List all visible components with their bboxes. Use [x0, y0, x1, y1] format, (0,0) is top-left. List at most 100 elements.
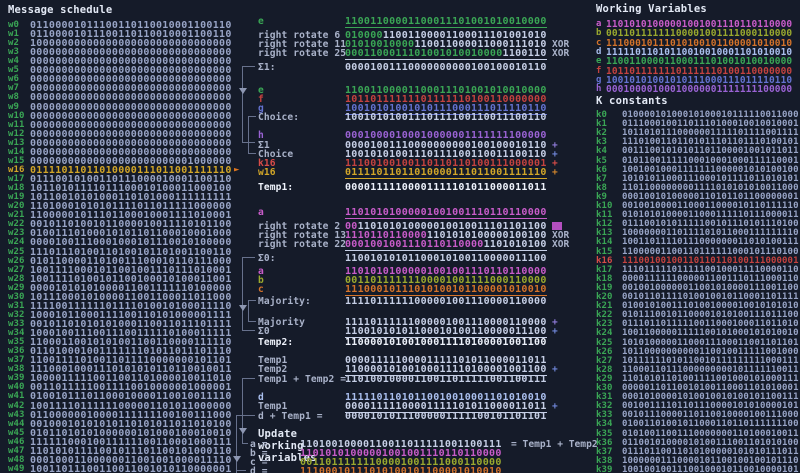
- computation-row-label: right rotate 2: [258, 221, 341, 232]
- schedule-row-value: 00000000000000000000000000000000: [30, 110, 232, 122]
- schedule-row-value: 00000000000000000000000000000000: [30, 128, 232, 140]
- schedule-row-label: w3: [8, 47, 20, 58]
- computation-row-value: 11001010101100010100110000011100: [345, 326, 547, 338]
- choice-bracket-line: [248, 116, 249, 153]
- computation-row-label: b: [258, 275, 264, 286]
- working-variables-title: Working Variables: [596, 3, 707, 15]
- schedule-row-label: w8: [8, 92, 20, 103]
- schedule-row-label: w14: [8, 146, 25, 157]
- k-constant-value: 10011000001111100101000101010010: [622, 328, 799, 339]
- k-constant-value: 00010010100000110101101100000001: [622, 191, 799, 202]
- computation-row-value: 11000010100100011110100001001100: [345, 364, 547, 376]
- working-variable-value: 11100010111010100101100001010010: [606, 37, 793, 49]
- schedule-row-value: 10000111110011001101000010011010: [30, 373, 232, 385]
- computation-row-label: c =: [250, 457, 268, 468]
- schedule-row-value: 01001110100010101101100010001000: [30, 228, 232, 240]
- temp1temp2-tick-bottom: [242, 443, 248, 444]
- k-constant-value: 00100100000011001010000111001100: [622, 282, 799, 293]
- sigma1-bracket-tick-top: [242, 66, 255, 67]
- schedule-row-value: 11110011111101111010010100011110: [30, 300, 232, 312]
- sigma1-bracket-line: [242, 66, 243, 142]
- computation-row-value: 00010000100010000001111111100000: [345, 130, 547, 141]
- schedule-row-label: w18: [8, 183, 25, 194]
- schedule-row-value: 01001011101100010000110010011110: [30, 391, 232, 403]
- schedule-row-value: 00100010101010110101011011010100: [30, 418, 232, 430]
- xor-operator: XOR: [552, 39, 570, 50]
- schedule-row-value: 10110010101000110101000111111111: [30, 192, 232, 204]
- schedule-row-value: 01011010101000000101000100010010: [30, 427, 232, 439]
- schedule-row-label: w12: [8, 128, 25, 139]
- schedule-row-label: w6: [8, 74, 20, 85]
- schedule-row-value: 10110101111011100010100011000100: [30, 183, 232, 195]
- schedule-row-label: w32: [8, 309, 25, 320]
- temp1temp2-to-a-line: [242, 378, 243, 443]
- k-constant-label: k18: [596, 273, 613, 284]
- schedule-row-label: w13: [8, 137, 25, 148]
- schedule-row-value: 01011000011010011100010110111000: [30, 255, 232, 267]
- schedule-row-value: 00000000000000000000000000000000: [30, 83, 232, 95]
- computation-row-label: a: [258, 207, 264, 218]
- working-variable-value: 11001100001100011101001010010000: [606, 56, 793, 68]
- assignment-annotation: = Temp1 + Temp2: [511, 439, 598, 450]
- value-rest: 1101010100000100100: [426, 230, 547, 241]
- k-constant-label: k6: [596, 164, 608, 175]
- working-variable-value: 11111011010110010010001101010010: [606, 46, 793, 58]
- computation-row-value: 11001100001100011101001010010000: [345, 85, 547, 96]
- computation-row-value: 11010101000001001001110110110000: [345, 266, 547, 277]
- schedule-row-label: w22: [8, 219, 25, 230]
- computation-row-value: 11000010100100011110100001001100: [345, 337, 547, 348]
- k-constant-value: 01100101000010100111001101010100: [622, 437, 799, 448]
- computation-row-label: Temp2:: [258, 337, 294, 348]
- working-variable-name: a: [596, 19, 602, 29]
- schedule-row-label: w5: [8, 65, 20, 76]
- schedule-row-label: w37: [8, 355, 25, 366]
- k-constant-value: 01110110111110011000100011011010: [622, 319, 799, 330]
- plus-operator: +: [552, 317, 558, 328]
- k-constant-value: 00010100001010010010100101100111: [622, 392, 799, 403]
- schedule-row-label: w40: [8, 382, 25, 393]
- k-constant-label: k28: [596, 364, 613, 375]
- k-constant-value: 11010101101001111001000101000111: [622, 373, 799, 384]
- schedule-row-label: w2: [8, 38, 20, 49]
- k-constant-label: k38: [596, 455, 613, 466]
- schedule-row-value: 11000110010101001100110000111110: [30, 337, 232, 349]
- working-variable-name: e: [596, 56, 602, 67]
- computation-row-value: 00110111111100001001111000110000: [345, 275, 547, 286]
- k-constant-value: 01110110011010100000101010111011: [622, 446, 799, 457]
- value-rest: 1101010100: [483, 239, 547, 250]
- k-constant-label: k14: [596, 237, 613, 248]
- schedule-row-value: 10011110111111000001101011000000: [30, 400, 232, 412]
- schedule-row-label: w41: [8, 391, 25, 402]
- schedule-row-label: w1: [8, 29, 20, 40]
- working-variable-name: g: [596, 74, 602, 85]
- computation-row-label: b =: [250, 448, 268, 459]
- plus-operator: +: [552, 364, 558, 375]
- k-constant-label: k23: [596, 319, 613, 330]
- k-constant-label: k35: [596, 428, 613, 439]
- k-constant-value: 00100100001100011000010110111110: [622, 201, 799, 211]
- working-variable-value: 10110111111101111110100110000000: [606, 65, 793, 77]
- rotate2-wrap-highlight: [552, 222, 562, 230]
- k-constant-value: 00000110110010100110001101010001: [622, 383, 799, 393]
- working-variable-name: c: [596, 37, 602, 48]
- k-constant-label: k10: [596, 201, 613, 211]
- schedule-row-value: 11010001010101111011011111000000: [30, 201, 232, 213]
- schedule-row-value: 00000000000000000000000000000000: [30, 47, 232, 59]
- schedule-row-label: w23: [8, 228, 25, 239]
- k-constant-label: k2: [596, 128, 608, 139]
- schedule-row-value: 10011110001011001001110111010001: [30, 264, 232, 276]
- schedule-row-label: w17: [8, 174, 25, 185]
- schedule-row-label: w27: [8, 264, 25, 275]
- k-constant-value: 11011000000001111010101010011000: [622, 182, 799, 193]
- k-constant-label: k20: [596, 292, 613, 302]
- schedule-row-value: 00000000000000000000000000000000: [30, 137, 232, 149]
- plus-operator: +: [552, 140, 558, 151]
- k-constant-label: k24: [596, 328, 613, 339]
- computation-row-value: 11010010000110011011111001100111: [300, 439, 502, 450]
- working-variable-name: f: [596, 65, 602, 76]
- schedule-row-value: 00110111110011110010000001000001: [30, 382, 232, 394]
- k-constant-label: k11: [596, 210, 613, 221]
- schedule-row-label: w46: [8, 436, 25, 447]
- schedule-row-value: 11111100010011111100110001000111: [30, 436, 232, 448]
